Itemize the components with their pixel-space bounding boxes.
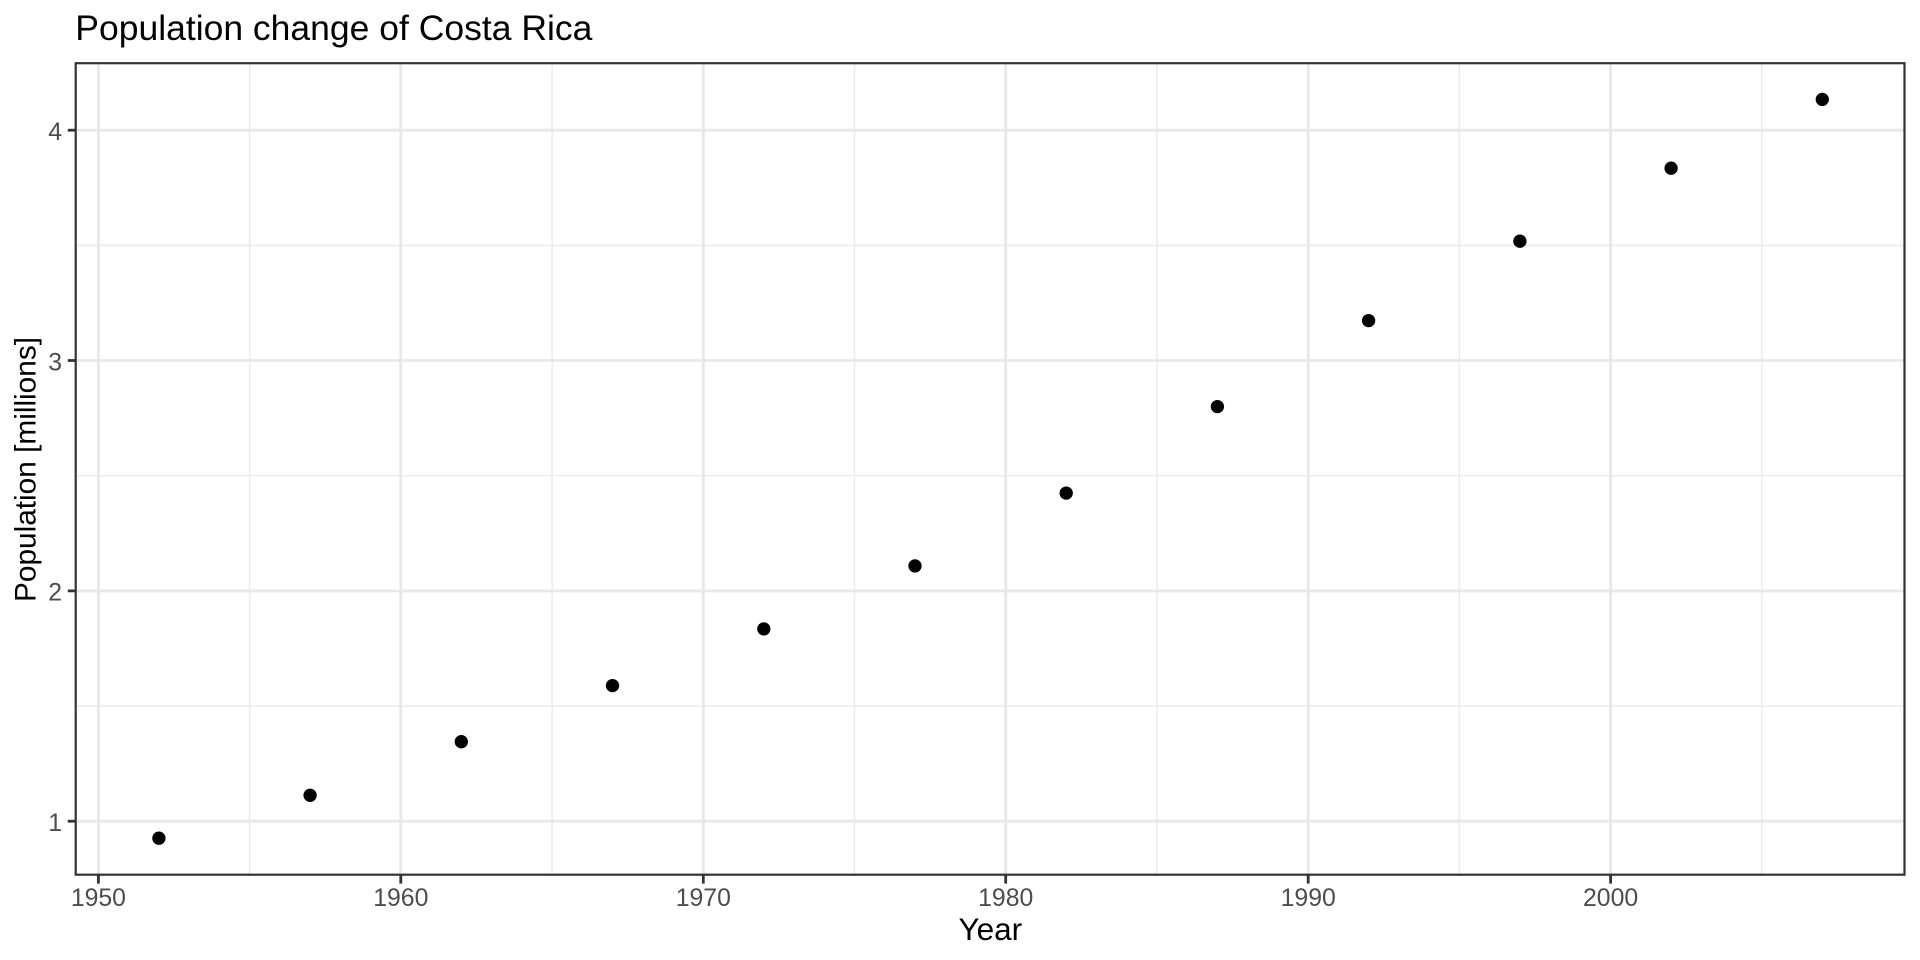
svg-text:Population change of Costa Ric: Population change of Costa Rica — [75, 8, 592, 48]
svg-text:1990: 1990 — [1281, 885, 1336, 912]
svg-text:1980: 1980 — [978, 885, 1033, 912]
svg-text:2000: 2000 — [1583, 885, 1638, 912]
svg-text:1950: 1950 — [71, 885, 126, 912]
svg-text:3: 3 — [48, 349, 62, 376]
svg-text:4: 4 — [48, 119, 62, 146]
svg-text:1960: 1960 — [373, 885, 428, 912]
svg-text:1: 1 — [48, 810, 62, 837]
svg-text:2: 2 — [48, 580, 62, 607]
svg-text:Year: Year — [958, 911, 1022, 947]
svg-text:Population [millions]: Population [millions] — [10, 337, 43, 602]
svg-text:1970: 1970 — [676, 885, 731, 912]
